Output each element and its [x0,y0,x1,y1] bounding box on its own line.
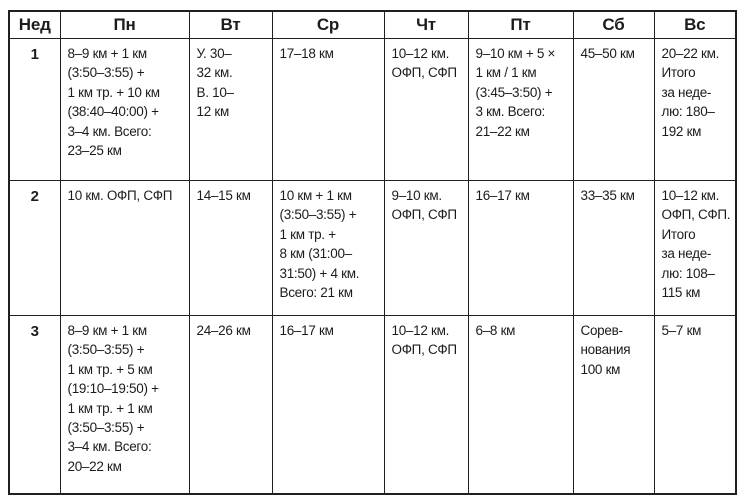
cell-week2-thu: 9–10 км. ОФП, СФП [383,180,469,316]
col-header-mon: Пн [59,10,190,39]
cell-week2-sat: 33–35 км [572,180,655,316]
cell-week3-wed: 16–17 км [271,315,385,494]
cell-week3-sat: Сорев- нования 100 км [572,315,655,494]
col-header-thu: Чт [383,10,469,39]
col-header-fri: Пт [467,10,574,39]
col-header-sat: Сб [572,10,655,39]
cell-week1-tue: У. 30– 32 км. В. 10– 12 км [188,38,273,181]
cell-week3-sun: 5–7 км [653,315,737,494]
cell-week2-sun: 10–12 км. ОФП, СФП. Итого за неде- лю: 1… [653,180,737,316]
header-row: Нед Пн Вт Ср Чт Пт Сб Вс [8,10,737,39]
table-row-week1: 1 8–9 км + 1 км (3:50–3:55) + 1 км тр. +… [8,38,737,181]
cell-week2-fri: 16–17 км [467,180,574,316]
cell-week2-wed: 10 км + 1 км (3:50–3:55) + 1 км тр. + 8 … [271,180,385,316]
col-header-sun: Вс [653,10,737,39]
cell-week3-number: 3 [8,315,61,494]
cell-week1-fri: 9–10 км + 5 × 1 км / 1 км (3:45–3:50) + … [467,38,574,181]
cell-week1-number: 1 [8,38,61,181]
col-header-tue: Вт [188,10,273,39]
table-row-week3: 3 8–9 км + 1 км (3:50–3:55) + 1 км тр. +… [8,315,737,494]
cell-week2-number: 2 [8,180,61,316]
cell-week1-sat: 45–50 км [572,38,655,181]
cell-week3-mon: 8–9 км + 1 км (3:50–3:55) + 1 км тр. + 5… [59,315,190,494]
cell-week3-fri: 6–8 км [467,315,574,494]
col-header-week: Нед [8,10,61,39]
training-schedule-table: Нед Пн Вт Ср Чт Пт Сб Вс 1 8–9 км + 1 км… [8,10,737,495]
cell-week1-sun: 20–22 км. Итого за неде- лю: 180– 192 км [653,38,737,181]
cell-week1-thu: 10–12 км. ОФП, СФП [383,38,469,181]
cell-week1-mon: 8–9 км + 1 км (3:50–3:55) + 1 км тр. + 1… [59,38,190,181]
cell-week1-wed: 17–18 км [271,38,385,181]
col-header-wed: Ср [271,10,385,39]
cell-week2-mon: 10 км. ОФП, СФП [59,180,190,316]
cell-week3-tue: 24–26 км [188,315,273,494]
cell-week2-tue: 14–15 км [188,180,273,316]
table-row-week2: 2 10 км. ОФП, СФП 14–15 км 10 км + 1 км … [8,180,737,316]
cell-week3-thu: 10–12 км. ОФП, СФП [383,315,469,494]
